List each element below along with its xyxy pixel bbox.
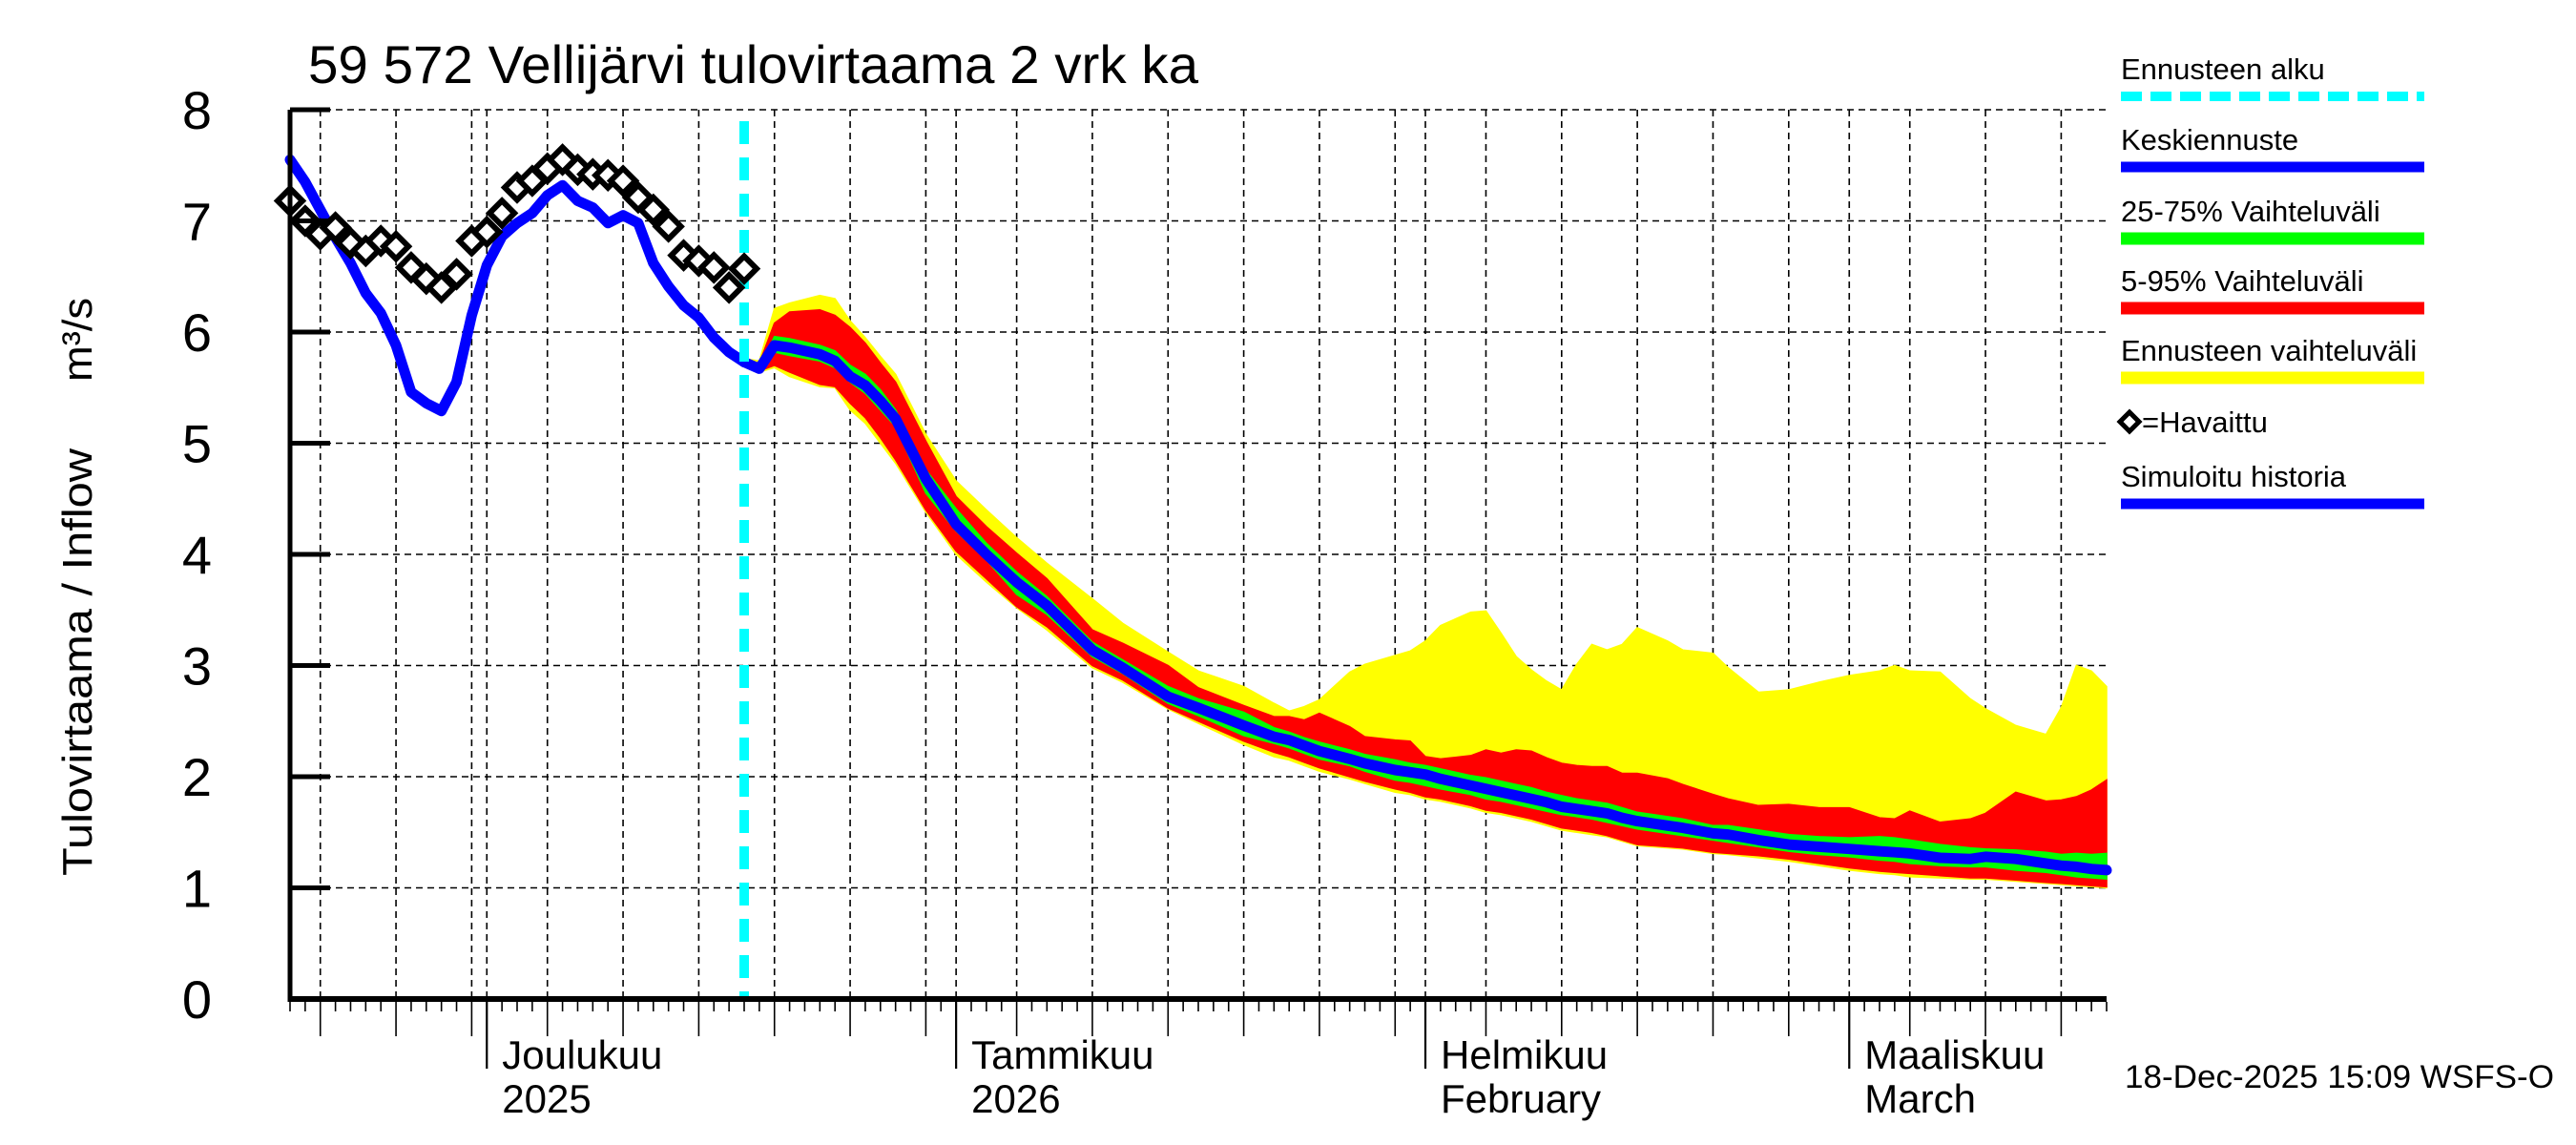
y-tick-label: 4 xyxy=(182,525,212,585)
legend-label: 5-95% Vaihteluväli xyxy=(2121,264,2363,298)
observed-point xyxy=(470,215,504,249)
x-month-label: Tammikuu xyxy=(971,1032,1153,1077)
y-tick-label: 5 xyxy=(182,414,212,474)
observed-point xyxy=(606,164,640,198)
chart-title: 59 572 Vellijärvi tulovirtaama 2 vrk ka xyxy=(308,34,1199,94)
legend-item-simulated: Simuloitu historia xyxy=(2121,460,2424,510)
y-axis-label: Tulovirtaama / Inflow m³/s xyxy=(54,298,101,876)
x-month-sublabel: 2025 xyxy=(502,1076,591,1121)
legend-label: 25-75% Vaihteluväli xyxy=(2121,195,2380,228)
observed-markers xyxy=(273,143,761,304)
observed-point xyxy=(697,251,731,284)
axes xyxy=(287,107,2108,1069)
median-forecast-line xyxy=(738,340,2112,876)
simulated-history-line xyxy=(284,154,750,417)
timestamp-label: 18-Dec-2025 15:09 WSFS-O xyxy=(2125,1059,2554,1095)
observed-point xyxy=(712,271,746,304)
y-tick-label: 7 xyxy=(182,192,212,252)
y-tick-labels: 0 1 2 3 4 5 6 7 8 xyxy=(182,80,212,1030)
legend: Ennusteen alku Keskiennuste 25-75% Vaihtel… xyxy=(2116,52,2424,510)
legend-item-min-max: Ennusteen vaihteluväli xyxy=(2121,334,2424,385)
x-month-label: Maaliskuu xyxy=(1864,1032,2045,1077)
band-min-max xyxy=(743,294,2108,889)
x-month-sublabel: February xyxy=(1441,1076,1601,1121)
y-tick-label: 1 xyxy=(182,859,212,919)
observed-point xyxy=(636,193,671,227)
observed-point xyxy=(379,230,413,263)
legend-item-observed: =Havaittu xyxy=(2116,406,2268,439)
legend-label: Keskiennuste xyxy=(2121,123,2298,156)
legend-label: Simuloitu historia xyxy=(2121,460,2347,493)
grid xyxy=(290,109,2107,999)
y-tick-label: 8 xyxy=(182,80,212,140)
y-tick-label: 6 xyxy=(182,302,212,363)
y-tick-label: 2 xyxy=(182,747,212,807)
observed-point xyxy=(652,210,685,243)
legend-diamond-icon xyxy=(2116,408,2143,435)
x-month-label: Helmikuu xyxy=(1441,1032,1608,1077)
y-tick-label: 3 xyxy=(182,636,212,697)
legend-item-p25-p75: 25-75% Vaihteluväli xyxy=(2121,195,2424,245)
x-month-label: Joulukuu xyxy=(502,1032,662,1077)
y-tick-label: 0 xyxy=(182,969,212,1030)
y-axis-unit: m³/s xyxy=(54,298,101,382)
x-month-sublabel: 2026 xyxy=(971,1076,1060,1121)
observed-point xyxy=(727,252,761,285)
x-month-sublabel: March xyxy=(1864,1076,1976,1121)
legend-item-median: Keskiennuste xyxy=(2121,123,2424,173)
legend-item-forecast-start: Ennusteen alku xyxy=(2121,52,2424,101)
legend-label: Ennusteen vaihteluväli xyxy=(2121,334,2417,367)
y-axis-title: Tulovirtaama / Inflow xyxy=(54,448,101,876)
observed-point xyxy=(485,197,519,230)
legend-label: =Havaittu xyxy=(2142,406,2268,439)
legend-item-p5-p95: 5-95% Vaihteluväli xyxy=(2121,264,2424,315)
legend-label: Ennusteen alku xyxy=(2121,52,2325,86)
observed-point xyxy=(440,258,473,291)
